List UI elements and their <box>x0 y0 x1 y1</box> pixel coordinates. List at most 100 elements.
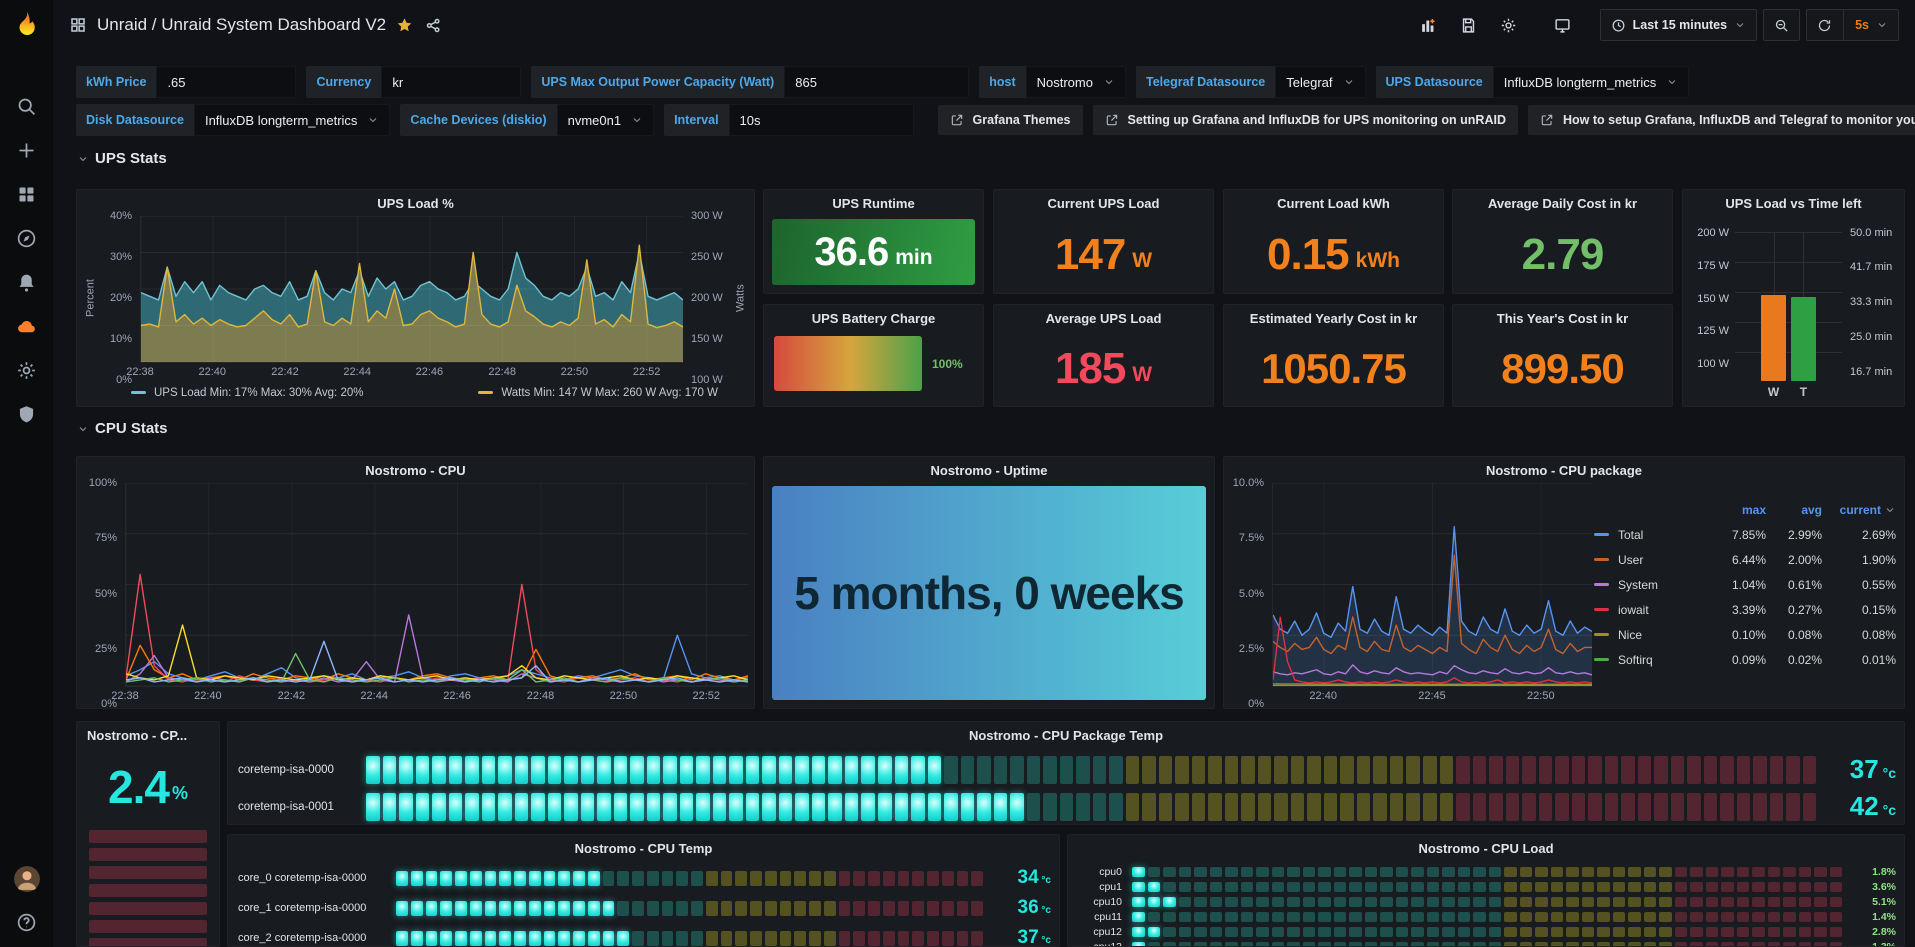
panel-title[interactable]: Current UPS Load <box>1047 195 1160 211</box>
section-ups-stats[interactable]: UPS Stats <box>77 150 167 167</box>
y-tick: 100% <box>88 477 117 489</box>
led-cell <box>528 870 541 886</box>
panel-title[interactable]: UPS Runtime <box>832 195 915 211</box>
y-tick: 125 W <box>1697 325 1729 338</box>
series-current: 1.90% <box>1861 552 1896 567</box>
led-cell <box>1597 897 1610 907</box>
panel-title[interactable]: Average Daily Cost in kr <box>1487 195 1638 211</box>
y-axis-title: Watts <box>734 284 747 312</box>
favorite-star-icon[interactable] <box>396 17 413 34</box>
led-cell <box>1588 755 1602 784</box>
search-icon[interactable] <box>16 96 37 117</box>
led-cell <box>1349 927 1362 937</box>
legend-color-dash <box>478 391 494 394</box>
led-cell <box>1287 927 1300 937</box>
panel-title[interactable]: UPS Load % <box>377 195 454 211</box>
panel-title[interactable]: UPS Battery Charge <box>811 310 936 326</box>
legend-item-ups-load[interactable]: UPS Load Min: 17% Max: 30% Avg: 20% <box>131 387 363 399</box>
led-row-unit: °c <box>1038 935 1051 946</box>
panel-title[interactable]: Nostromo - CP... <box>87 727 188 743</box>
panel-title[interactable]: Estimated Yearly Cost in kr <box>1249 310 1418 326</box>
led-cell <box>877 755 892 784</box>
variable-cache-devices-diskio: Cache Devices (diskio) nvme0n1 <box>400 104 655 136</box>
panel-title[interactable]: Average UPS Load <box>1045 310 1162 326</box>
panel-title[interactable]: UPS Load vs Time left <box>1725 195 1862 211</box>
settings-icon[interactable] <box>16 360 37 381</box>
variable-select[interactable]: nvme0n1 <box>556 104 655 136</box>
dashboards-icon[interactable] <box>16 184 37 205</box>
led-cell <box>1356 792 1371 821</box>
panel-title[interactable]: This Year's Cost in kr <box>1496 310 1629 326</box>
legend-sort-max[interactable]: max <box>1741 502 1766 517</box>
legend-item-watts[interactable]: Watts Min: 147 W Max: 260 W Avg: 170 W <box>478 387 718 399</box>
plus-icon[interactable] <box>16 140 37 161</box>
variable-select[interactable]: InfluxDB longterm_metrics <box>193 104 391 136</box>
led-cell <box>498 755 512 784</box>
dashboard-settings-button[interactable] <box>1492 10 1526 40</box>
time-range-picker[interactable]: Last 15 minutes <box>1599 9 1758 41</box>
led-cell <box>809 870 821 886</box>
variable-input[interactable]: 865 <box>784 66 970 98</box>
refresh-picker[interactable]: 5s <box>1806 9 1899 41</box>
led-cell <box>1720 755 1734 784</box>
user-avatar[interactable] <box>13 866 40 892</box>
legend-series-iowait[interactable]: iowait <box>1594 603 1710 617</box>
zoom-out-button[interactable] <box>1763 9 1801 41</box>
legend-sort-current[interactable]: current <box>1822 503 1896 517</box>
panel-title[interactable]: Nostromo - CPU Package Temp <box>968 727 1164 743</box>
legend-series-system[interactable]: System <box>1594 578 1710 592</box>
dashboard-icon[interactable] <box>69 16 87 34</box>
panel-title[interactable]: Nostromo - CPU Load <box>1418 840 1554 856</box>
led-cell <box>1535 897 1548 907</box>
section-cpu-stats[interactable]: CPU Stats <box>77 420 168 437</box>
led-cell <box>613 755 628 784</box>
legend-series-softirq[interactable]: Softirq <box>1594 653 1710 667</box>
led-cell <box>448 755 463 784</box>
variable-input[interactable]: .65 <box>156 66 297 98</box>
led-cell <box>1767 867 1780 877</box>
led-cell <box>1442 942 1455 946</box>
legend-series-total[interactable]: Total <box>1594 528 1710 542</box>
panel-title[interactable]: Nostromo - Uptime <box>930 462 1048 478</box>
bell-icon[interactable] <box>16 272 37 293</box>
variable-select[interactable]: Nostromo <box>1025 66 1126 98</box>
led-cell <box>514 755 529 784</box>
legend-sort-avg[interactable]: avg <box>1801 502 1822 517</box>
help-icon[interactable] <box>16 912 37 933</box>
led-cell <box>1504 942 1517 946</box>
legend-series-nice[interactable]: Nice <box>1594 628 1710 642</box>
variable-input[interactable]: 10s <box>728 104 914 136</box>
legend-series-user[interactable]: User <box>1594 553 1710 567</box>
led-cell <box>1271 927 1284 937</box>
variable-input[interactable]: kr <box>381 66 522 98</box>
led-cell <box>1225 912 1238 922</box>
panel-title[interactable]: Nostromo - CPU <box>365 462 466 478</box>
save-dashboard-button[interactable] <box>1452 10 1486 40</box>
led-cell <box>1318 897 1331 907</box>
external-link-icon <box>1105 113 1119 127</box>
x-tick: 22:40 <box>1309 690 1337 702</box>
share-icon[interactable] <box>425 17 442 34</box>
dashboard-link[interactable]: How to setup Grafana, InfluxDB and Teleg… <box>1527 105 1915 135</box>
panel-title[interactable]: Current Load kWh <box>1277 195 1390 211</box>
stat-value-area: 2.79 <box>1453 216 1672 293</box>
stat-value: 185 <box>1054 343 1126 393</box>
cloud-icon[interactable] <box>16 316 37 337</box>
grafana-logo[interactable] <box>12 10 42 40</box>
variable-select[interactable]: Telegraf <box>1275 66 1366 98</box>
cycle-view-button[interactable] <box>1546 10 1580 40</box>
panel-title[interactable]: Nostromo - CPU Temp <box>574 840 713 856</box>
led-cell <box>1380 912 1393 922</box>
dashboard-link[interactable]: Setting up Grafana and InfluxDB for UPS … <box>1092 105 1518 135</box>
variable-select[interactable]: InfluxDB longterm_metrics <box>1492 66 1690 98</box>
sidebar-bottom <box>13 866 40 947</box>
led-cell <box>1395 867 1408 877</box>
add-panel-button[interactable] <box>1412 10 1446 40</box>
panel-title[interactable]: Nostromo - CPU package <box>1485 462 1643 478</box>
panel-cpu-package: Nostromo - CPU package 10.0% 7.5% 5.0% 2.5%… <box>1223 456 1905 709</box>
dashboard-link[interactable]: Grafana Themes <box>937 105 1083 135</box>
x-tick: 22:52 <box>692 690 721 702</box>
compass-icon[interactable] <box>16 228 37 249</box>
shield-icon[interactable] <box>16 404 37 425</box>
led-cell <box>415 792 430 821</box>
